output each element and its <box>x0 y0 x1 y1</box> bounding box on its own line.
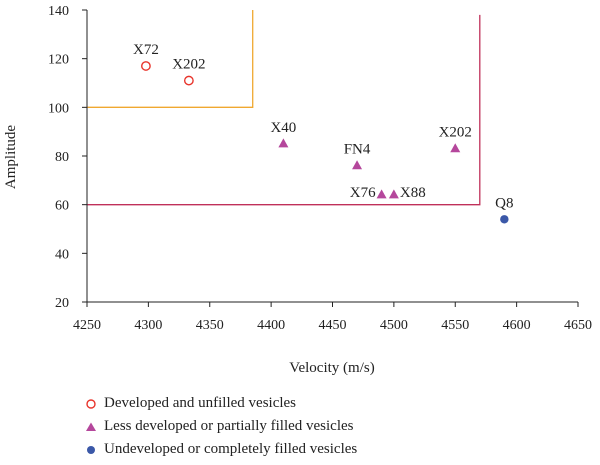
data-point <box>450 143 461 153</box>
legend-item-developed: Developed and unfilled vesicles <box>84 392 357 415</box>
x-tick-label: 4350 <box>196 318 224 333</box>
data-point <box>352 160 363 170</box>
data-point <box>183 75 194 86</box>
y-tick-label: 60 <box>55 199 69 214</box>
legend-label: Developed and unfilled vesicles <box>104 395 297 411</box>
data-point <box>141 61 151 71</box>
data-points: X72 X202 X40 FN4 X202 X76 X88 Q8 <box>133 42 514 224</box>
x-tick-label: 4450 <box>319 318 347 333</box>
data-point <box>388 189 399 199</box>
point-label: X76 <box>350 185 376 201</box>
x-tick-label: 4650 <box>564 318 592 333</box>
legend: Developed and unfilled vesicles Less dev… <box>84 392 357 461</box>
x-tick-label: 4600 <box>503 318 531 333</box>
data-point <box>376 189 387 199</box>
x-axis-title: Velocity (m/s) <box>289 360 374 376</box>
data-point <box>500 215 509 224</box>
y-tick-label: 20 <box>55 296 69 311</box>
x-tick-label: 4400 <box>257 318 285 333</box>
legend-item-less-developed: Less developed or partially filled vesic… <box>84 415 357 438</box>
point-label: Q8 <box>495 195 513 211</box>
point-label: X202 <box>172 57 205 73</box>
y-tick-label: 80 <box>55 150 69 165</box>
threshold-regions <box>87 10 481 206</box>
y-tick-label: 100 <box>48 101 69 116</box>
region-boundary-1 <box>87 14 481 206</box>
legend-label: Undeveloped or completely filled vesicle… <box>104 441 358 457</box>
point-label: X72 <box>133 42 159 58</box>
point-label: X202 <box>439 125 472 141</box>
triangle-icon <box>86 422 96 431</box>
point-label: X40 <box>270 120 296 136</box>
x-tick-label: 4500 <box>380 318 408 333</box>
x-tick-label: 4250 <box>73 318 101 333</box>
x-tick-label: 4550 <box>441 318 469 333</box>
y-tick-label: 140 <box>48 4 69 19</box>
region-boundary-0 <box>87 10 254 108</box>
point-label: X88 <box>400 185 426 201</box>
axes: 4250 4300 4350 4400 4450 4500 4550 4600 4650 20 40… <box>48 4 592 333</box>
y-tick-label: 120 <box>48 53 69 68</box>
legend-item-undeveloped: Undeveloped or completely filled vesicle… <box>84 438 357 461</box>
legend-label: Less developed or partially filled vesic… <box>104 418 354 434</box>
data-point <box>278 138 289 148</box>
open-circle-icon <box>86 398 96 409</box>
filled-circle-icon <box>87 445 95 454</box>
y-tick-label: 40 <box>55 247 69 262</box>
x-tick-label: 4300 <box>134 318 162 333</box>
point-label: FN4 <box>344 142 371 158</box>
y-axis-title: Amplitude <box>3 125 19 190</box>
